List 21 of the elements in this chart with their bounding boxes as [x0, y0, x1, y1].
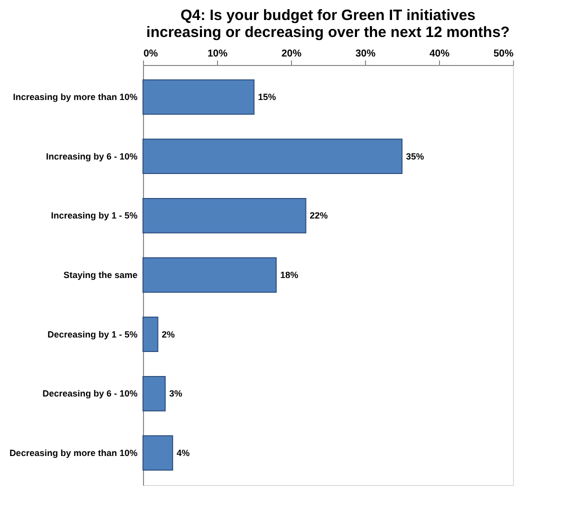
data-label: 3% [169, 388, 182, 399]
x-tick-label: 0% [144, 48, 158, 60]
y-tick-label: Decreasing by more than 10% [9, 448, 138, 458]
x-tick-label: 10% [207, 48, 228, 60]
x-tick-label: 20% [281, 48, 302, 60]
y-tick-label: Increasing by more than 10% [12, 92, 138, 102]
x-tick-label: 50% [493, 48, 514, 60]
chart-title: Q4: Is your budget for Green IT initiatives increasing or decreasing over the next 12 months? [146, 7, 510, 41]
data-label: 35% [406, 151, 424, 162]
data-label: 2% [162, 329, 175, 340]
y-tick-label: Staying the same [63, 270, 138, 280]
x-tick-label: 40% [429, 48, 450, 60]
x-tick-label: 30% [355, 48, 376, 60]
y-tick-label: Increasing by 1 - 5% [50, 210, 138, 221]
data-label: 18% [280, 270, 298, 280]
y-tick-label: Decreasing by 6 - 10% [42, 388, 138, 399]
data-label: 4% [176, 448, 190, 458]
data-label: 22% [310, 210, 328, 221]
data-label: 15% [258, 92, 276, 102]
y-tick-label: Increasing by 6 - 10% [46, 151, 138, 162]
y-tick-label: Decreasing by 1 - 5% [47, 329, 138, 340]
